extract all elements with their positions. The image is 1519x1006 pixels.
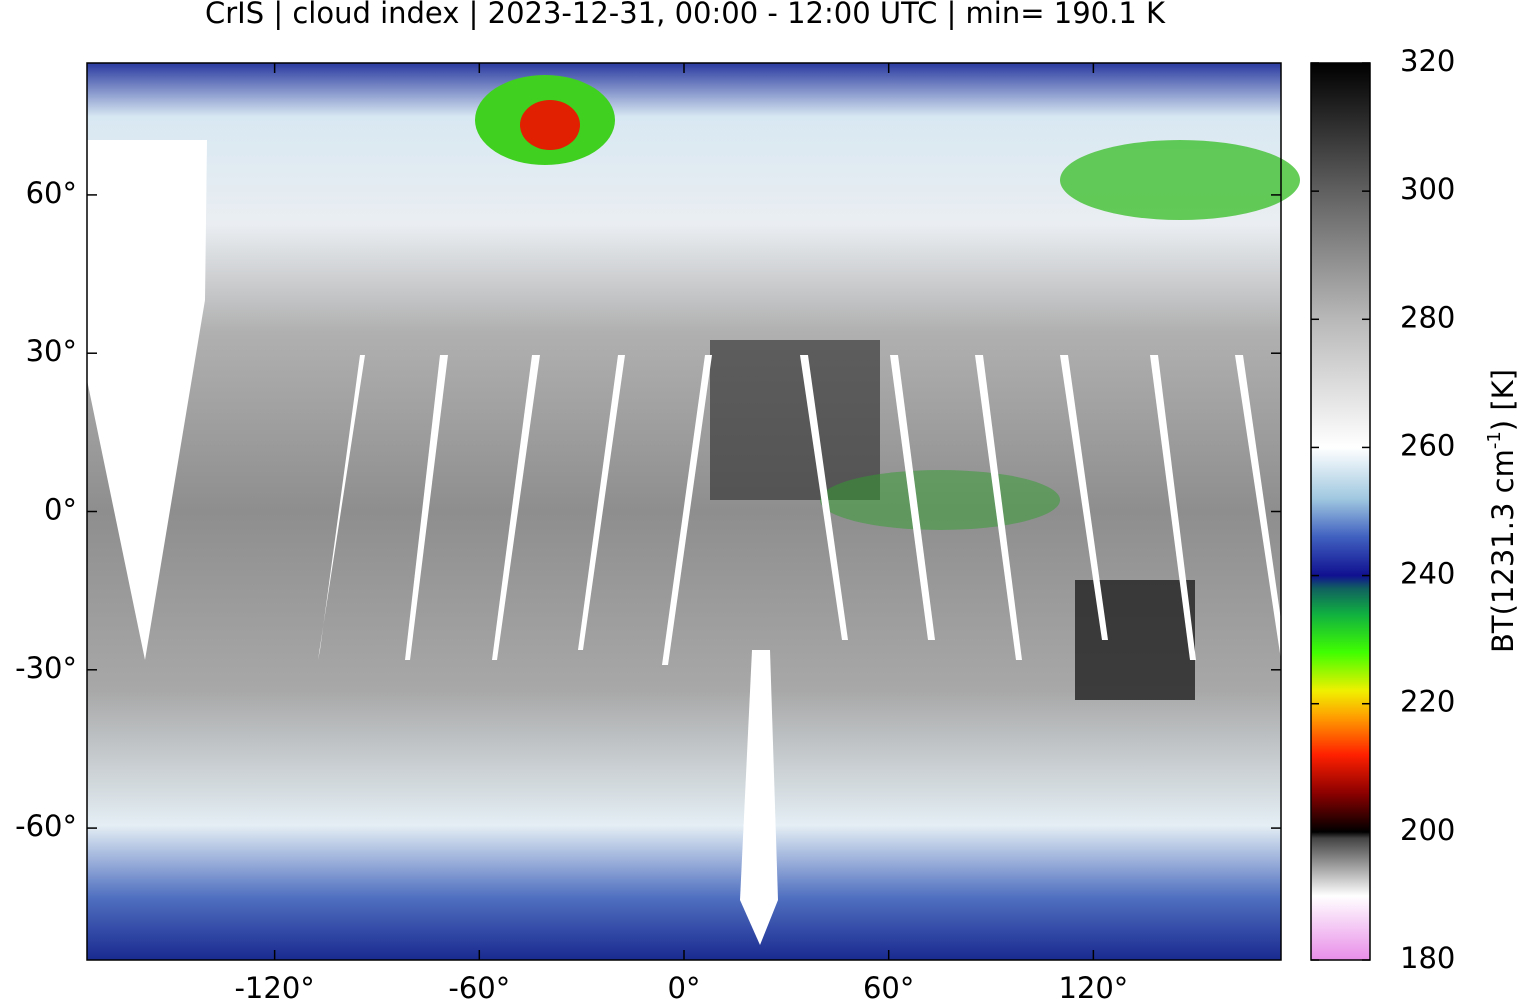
colorbar-label: BT(1231.3 cm-1) [K]: [1484, 369, 1519, 653]
colorbar-tick-label: 220: [1400, 685, 1455, 719]
colorbar-tick-label: 240: [1400, 557, 1455, 591]
colorbar-tick-label: 320: [1400, 44, 1455, 78]
colorbar-tick-label: 200: [1400, 813, 1455, 847]
x-tick-label: 0°: [668, 971, 701, 1002]
colorbar-tick-label: 260: [1400, 428, 1455, 462]
colorbar-tick-label: 280: [1400, 300, 1455, 334]
colorbar-tick-label: 180: [1400, 941, 1455, 975]
x-tick-label: 60°: [863, 971, 914, 1002]
colorbar: [1310, 62, 1371, 961]
y-tick-label: 30°: [26, 334, 77, 368]
x-tick-label: 120°: [1058, 971, 1128, 1002]
y-tick-label: 60°: [26, 176, 77, 210]
map-image: [87, 63, 1300, 960]
y-tick-label: -30°: [15, 651, 77, 685]
x-tick-label: -60°: [448, 971, 510, 1002]
y-tick-label: -60°: [15, 809, 77, 843]
y-tick-label: 0°: [44, 493, 77, 527]
x-tick-label: -120°: [234, 971, 314, 1002]
colorbar-tick-label: 300: [1400, 172, 1455, 206]
chart-title: CrIS | cloud index | 2023-12-31, 00:00 -…: [205, 0, 1166, 30]
